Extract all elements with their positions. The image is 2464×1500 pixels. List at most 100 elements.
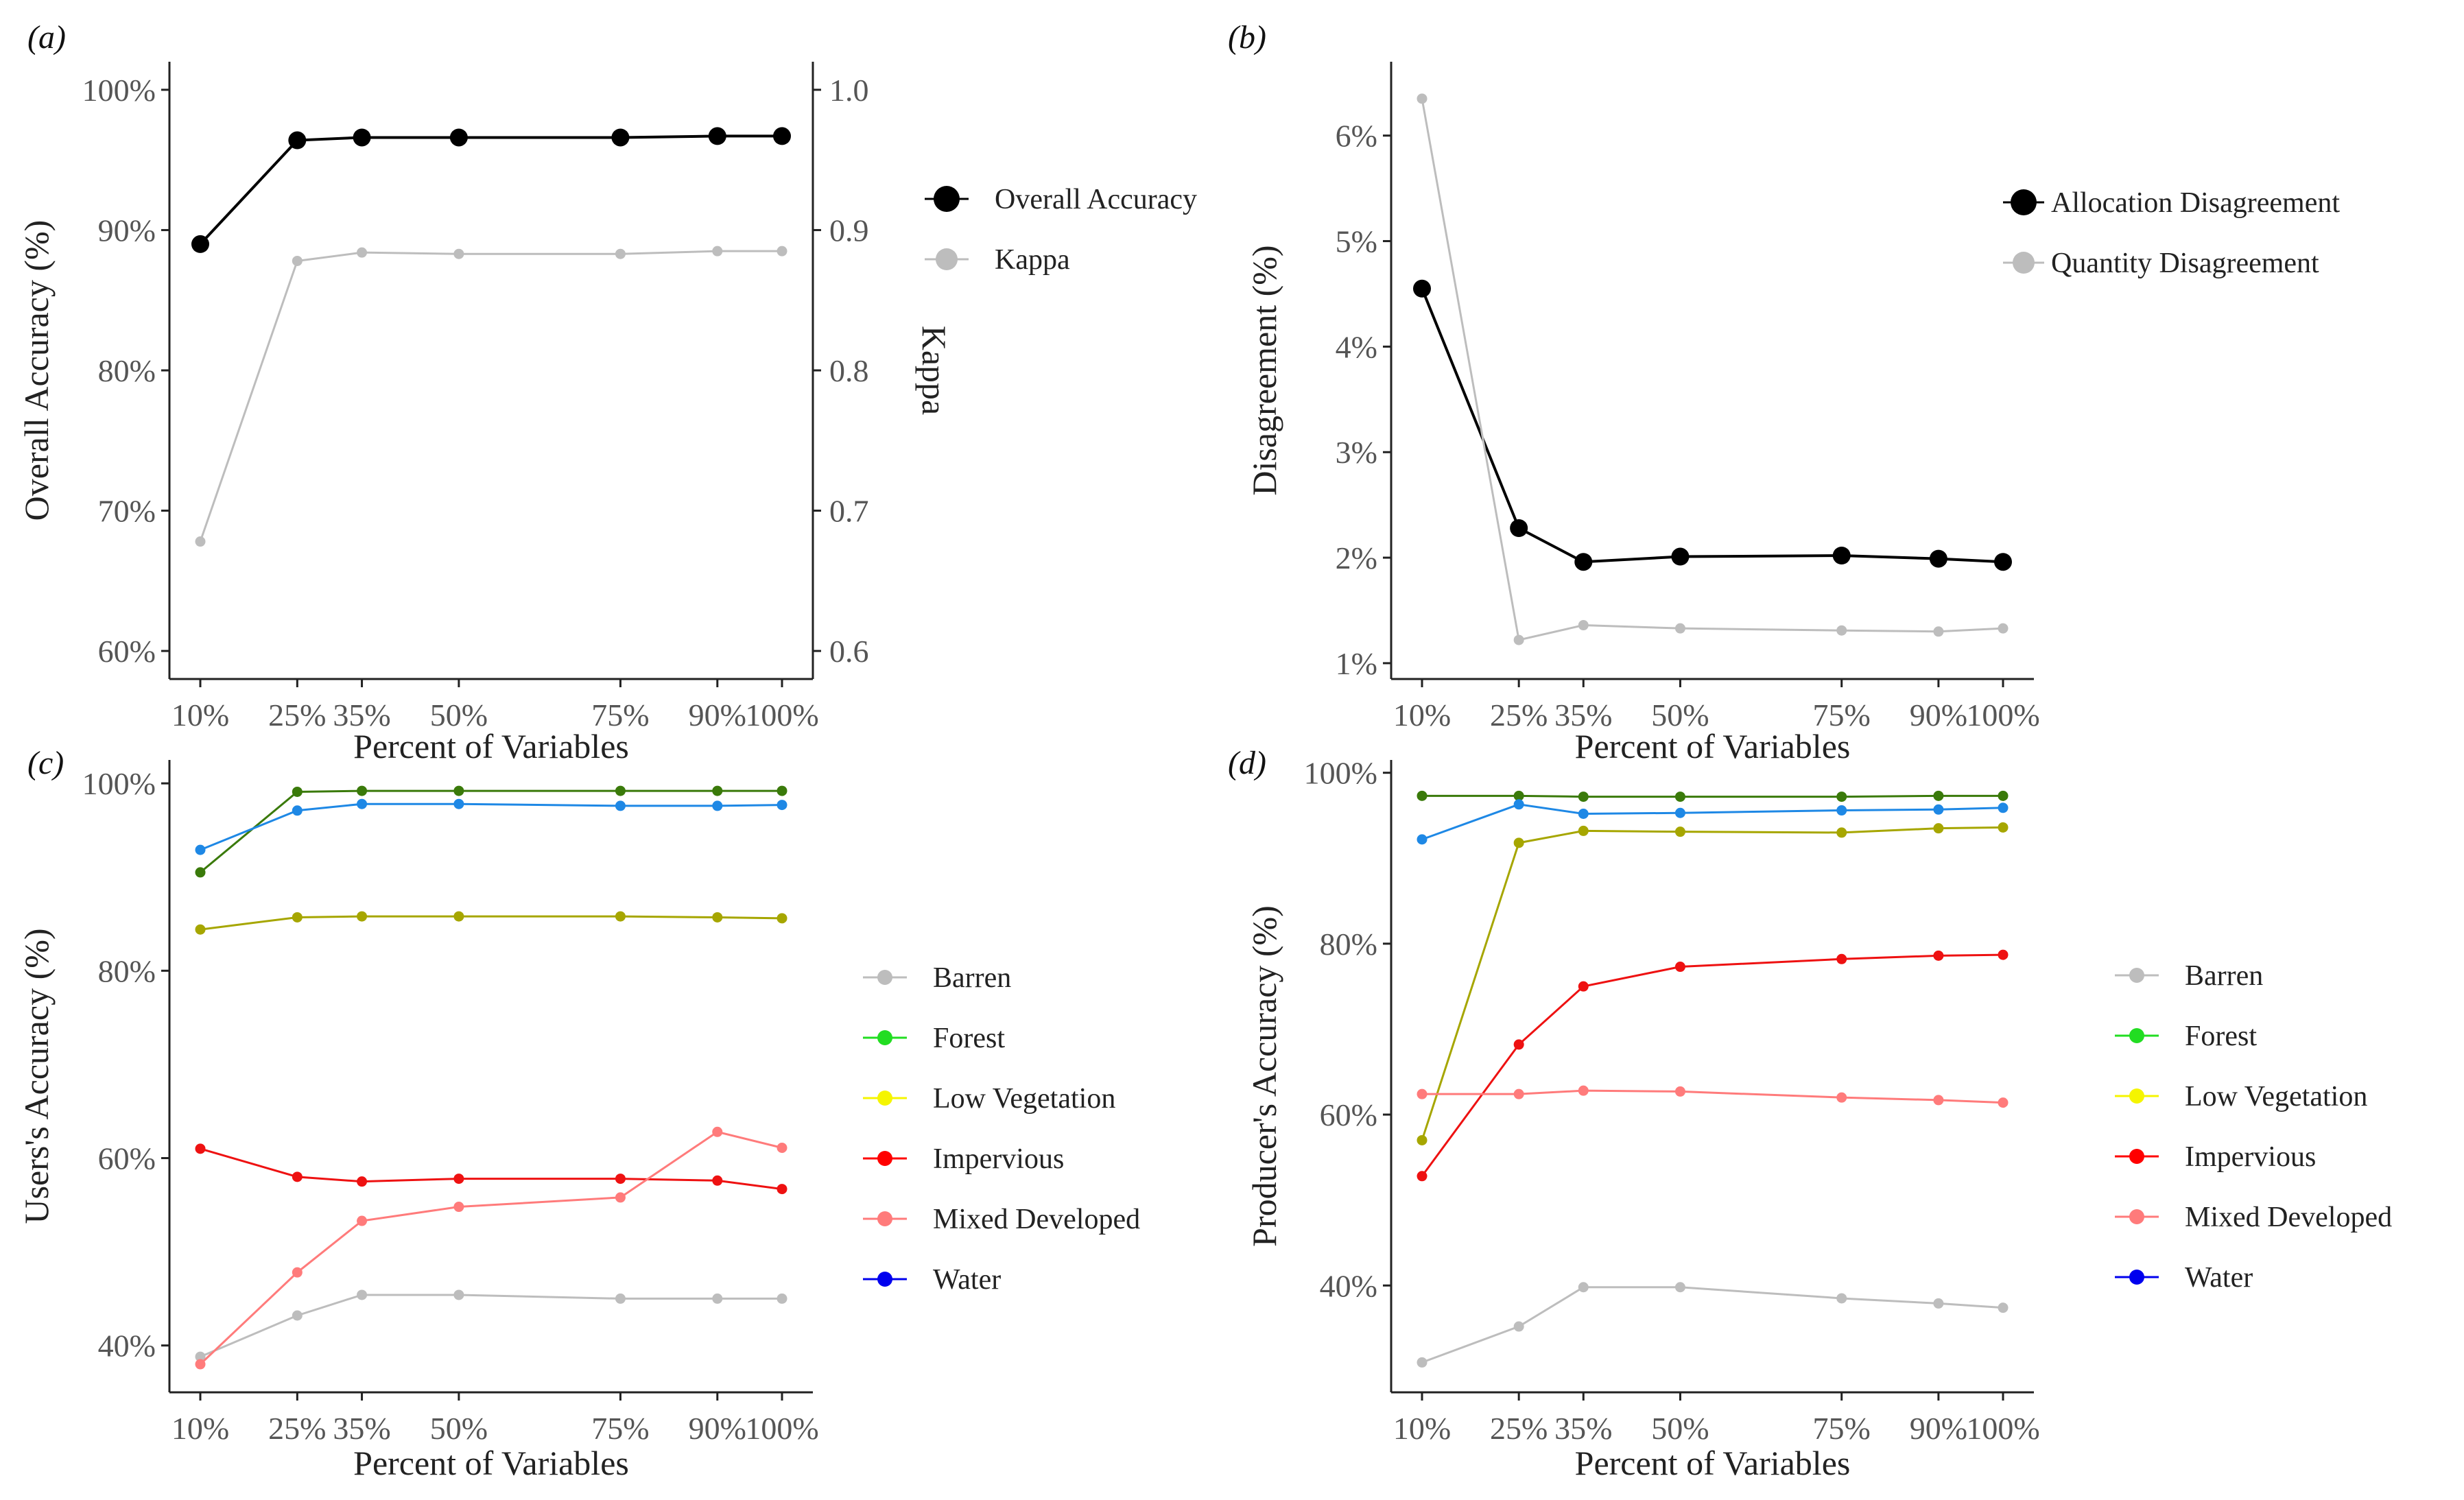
y2-axis-title: Kappa	[915, 326, 953, 416]
legend-label: Impervious	[2185, 1141, 2316, 1173]
legend-item: Mixed Developed	[2115, 1202, 2392, 1233]
legend-item: Impervious	[2115, 1141, 2316, 1173]
data-point	[357, 798, 368, 809]
legend-item: Quantity Disagreement	[2003, 248, 2319, 279]
data-point	[1933, 1095, 1944, 1106]
series-line	[1421, 1286, 2004, 1364]
x-tick-label: 35%	[333, 698, 390, 733]
legend-key-marker	[2129, 1209, 2144, 1224]
data-point	[615, 1293, 626, 1304]
x-axis-title: Percent of Variables	[353, 727, 629, 765]
y2-tick-label: 0.7	[829, 494, 869, 529]
x-tick-label: 100%	[745, 1411, 818, 1446]
data-point	[1674, 807, 1685, 818]
data-point	[1998, 949, 2009, 960]
data-point	[615, 248, 626, 259]
data-point	[1674, 791, 1685, 802]
data-point	[357, 1176, 368, 1187]
y-tick-label: 70%	[98, 494, 156, 529]
series-water	[195, 798, 787, 855]
data-point	[615, 785, 626, 796]
data-point	[1513, 837, 1524, 848]
data-point	[712, 1293, 723, 1304]
data-point	[1933, 823, 1944, 834]
data-point	[777, 785, 787, 796]
y2-tick-label: 0.8	[829, 353, 869, 388]
legend-item: Forest	[863, 1023, 1005, 1054]
legend-label: Mixed Developed	[933, 1204, 1140, 1235]
x-tick-label: 100%	[1966, 1411, 2039, 1446]
x-tick-label: 25%	[1490, 1411, 1548, 1446]
x-tick-label: 35%	[1554, 698, 1612, 733]
data-point	[357, 1289, 368, 1300]
x-tick-label: 50%	[1651, 698, 1709, 733]
data-point	[712, 246, 723, 257]
data-point	[1933, 950, 1944, 961]
data-point	[712, 800, 723, 811]
data-point	[1836, 827, 1847, 838]
y-tick-label: 40%	[98, 1329, 156, 1364]
legend-item: Mixed Developed	[863, 1204, 1140, 1235]
x-tick-label: 25%	[268, 698, 326, 733]
y-tick-label: 100%	[82, 73, 156, 108]
data-point	[292, 912, 303, 922]
y2-tick-label: 0.6	[829, 634, 869, 669]
x-tick-label: 90%	[1910, 698, 1967, 733]
data-point	[1578, 791, 1589, 802]
x-tick-label: 90%	[689, 698, 746, 733]
series-impervious	[1417, 949, 2009, 1182]
y-tick-label: 100%	[82, 766, 156, 801]
data-point	[1933, 1298, 1944, 1309]
data-point	[453, 911, 464, 922]
data-point	[453, 1289, 464, 1300]
data-point	[1578, 981, 1589, 992]
series-line	[1421, 288, 2004, 564]
data-point	[1674, 1282, 1685, 1293]
y-axis-title: Disagreement (%)	[1245, 245, 1283, 495]
legend-item: Water	[863, 1264, 1001, 1296]
data-point	[777, 1293, 787, 1304]
data-point	[1836, 1092, 1847, 1103]
legend: Allocation Disagreement Quantity Disagree…	[2003, 187, 2340, 279]
data-point	[1578, 825, 1589, 836]
y-tick-label: 40%	[1320, 1268, 1377, 1303]
data-point	[615, 911, 626, 922]
legend-label: Forest	[2185, 1021, 2257, 1052]
x-tick-label: 100%	[1966, 698, 2039, 733]
y-tick-label: 80%	[98, 353, 156, 388]
data-point	[611, 128, 630, 147]
data-point	[1929, 549, 1947, 568]
legend-label: Allocation Disagreement	[2051, 187, 2340, 219]
legend-key-marker	[877, 1151, 892, 1166]
data-point	[1417, 834, 1428, 845]
data-point	[615, 800, 626, 811]
data-point	[712, 1126, 723, 1137]
legend-key-marker	[2129, 1088, 2144, 1104]
legend-item: Impervious	[863, 1143, 1064, 1175]
y-axis-title: Producer's Accuracy (%)	[1245, 905, 1283, 1247]
data-point	[1671, 547, 1690, 566]
x-tick-label: 10%	[1393, 698, 1451, 733]
x-tick-label: 75%	[591, 1411, 649, 1446]
data-point	[292, 805, 303, 816]
legend-key-marker	[2013, 252, 2035, 274]
data-point	[357, 911, 368, 922]
series-kappa	[195, 246, 787, 547]
x-axis-title: Percent of Variables	[1575, 727, 1851, 765]
legend-item: Kappa	[925, 244, 1070, 276]
legend-key-marker	[877, 1272, 892, 1287]
x-tick-label: 25%	[268, 1411, 326, 1446]
series-line	[200, 802, 783, 851]
data-point	[353, 128, 371, 147]
data-point	[1832, 547, 1851, 564]
series-quantity-disagreement	[1417, 93, 2009, 645]
legend-label: Low Vegetation	[933, 1083, 1115, 1115]
data-point	[777, 246, 787, 257]
legend-key-marker	[877, 1030, 892, 1045]
data-point	[1836, 1293, 1847, 1304]
data-point	[777, 1184, 787, 1195]
data-point	[1574, 553, 1593, 571]
data-point	[357, 785, 368, 796]
legend-key-marker	[2129, 968, 2144, 983]
